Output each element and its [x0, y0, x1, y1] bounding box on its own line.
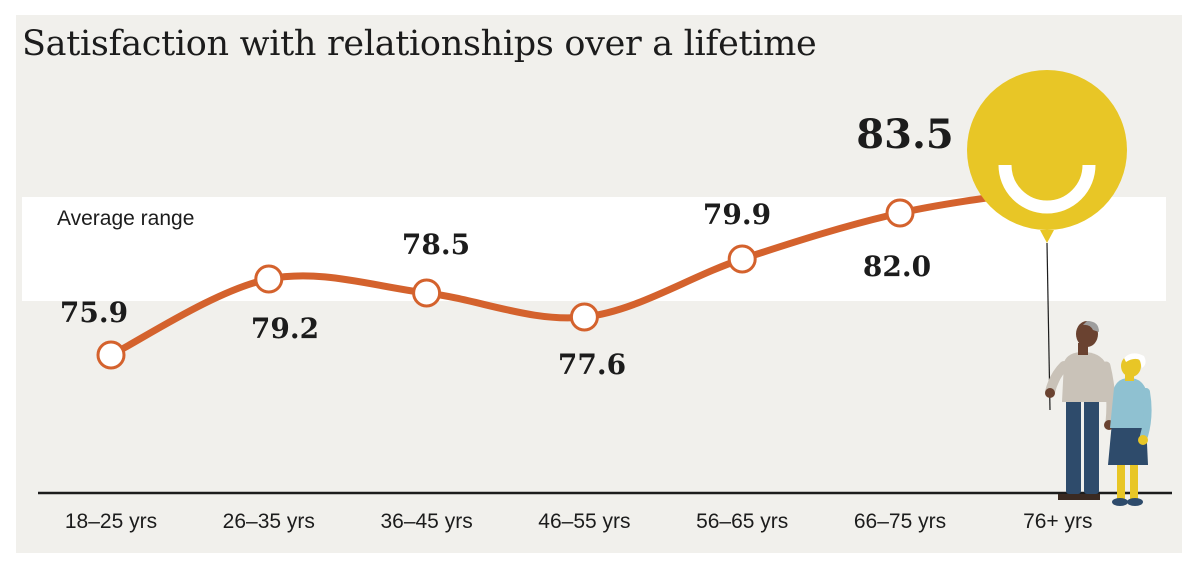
woman-figure — [1108, 353, 1152, 506]
x-tick-label-6: 66–75 yrs — [854, 510, 946, 533]
value-label-6: 82.0 — [863, 250, 931, 283]
data-point-4 — [569, 302, 599, 332]
x-tick-label-3: 36–45 yrs — [380, 510, 472, 533]
man-figure — [1045, 321, 1116, 500]
x-tick-label-5: 56–65 yrs — [696, 510, 788, 533]
chart-title: Satisfaction with relationships over a l… — [22, 24, 817, 64]
x-tick-label-2: 26–35 yrs — [223, 510, 315, 533]
data-point-1 — [96, 340, 126, 370]
value-label-5: 79.9 — [703, 198, 771, 231]
data-point-5 — [727, 244, 757, 274]
value-labels: 75.9 79.2 78.5 77.6 79.9 82.0 83.5 — [60, 111, 954, 381]
value-label-1: 75.9 — [60, 296, 128, 329]
value-label-4: 77.6 — [558, 348, 626, 381]
series-markers — [96, 198, 915, 370]
data-point-6 — [885, 198, 915, 228]
average-range-band — [22, 197, 1166, 301]
value-label-3: 78.5 — [402, 228, 470, 261]
value-label-2: 79.2 — [251, 312, 319, 345]
x-axis-tick-labels: 18–25 yrs 26–35 yrs 36–45 yrs 46–55 yrs 56–6… — [65, 510, 1093, 533]
value-label-7: 83.5 — [856, 111, 953, 158]
x-tick-label-4: 46–55 yrs — [538, 510, 630, 533]
data-point-3 — [412, 278, 442, 308]
x-tick-label-1: 18–25 yrs — [65, 510, 157, 533]
data-point-2 — [254, 264, 284, 294]
average-range-label: Average range — [57, 207, 195, 230]
x-tick-label-7: 76+ yrs — [1023, 510, 1092, 533]
elderly-couple-illustration — [1045, 321, 1152, 506]
smiling-balloon-icon — [967, 70, 1127, 243]
